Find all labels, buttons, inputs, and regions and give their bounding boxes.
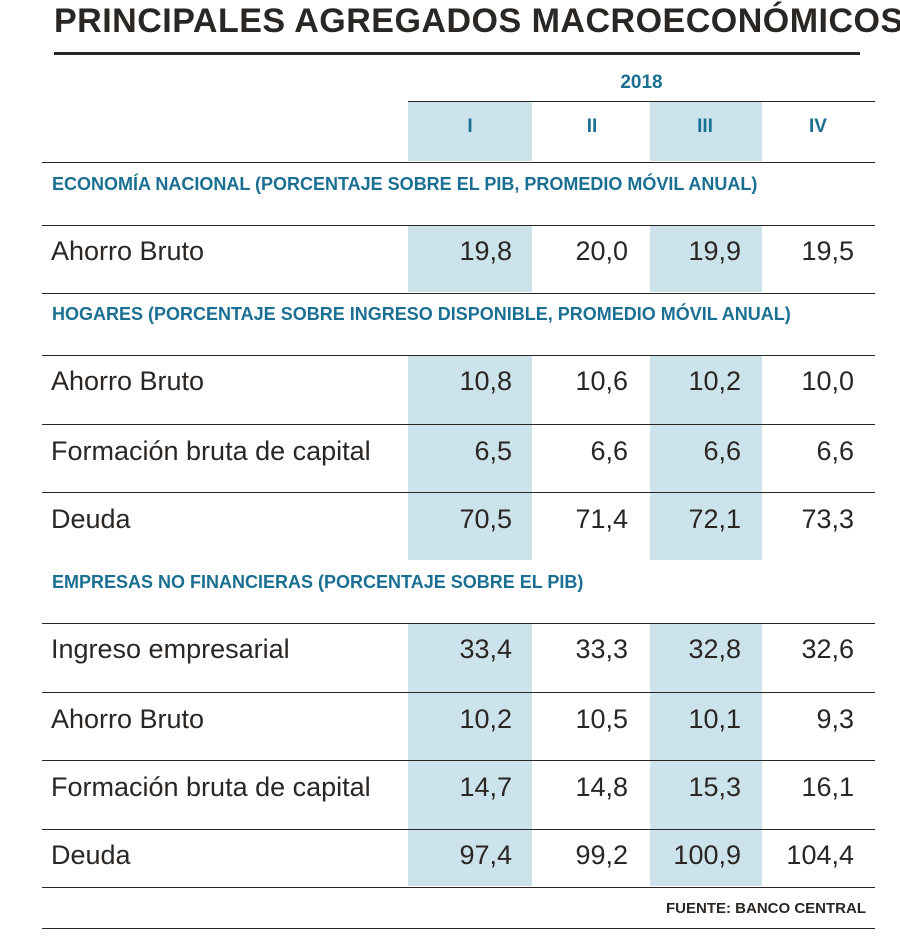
value-cell: 99,2	[575, 840, 628, 870]
divider	[42, 293, 875, 294]
column-highlight	[650, 356, 762, 560]
quarter-header: II	[586, 116, 598, 137]
column-highlight	[408, 356, 532, 560]
value-cell: 19,9	[688, 236, 741, 266]
value-cell: 19,8	[459, 236, 512, 266]
divider	[42, 760, 875, 761]
value-cell: 97,4	[459, 840, 512, 870]
divider	[42, 887, 875, 888]
section-heading: EMPRESAS NO FINANCIERAS (PORCENTAJE SOBR…	[52, 572, 584, 592]
value-cell: 33,3	[575, 634, 628, 664]
divider	[42, 829, 875, 830]
value-cell: 100,9	[673, 840, 741, 870]
value-cell: 104,4	[786, 840, 854, 870]
divider	[42, 424, 875, 425]
value-cell: 32,6	[801, 634, 854, 664]
row-label: Ahorro Bruto	[51, 704, 205, 734]
row-label: Formación bruta de capital	[51, 772, 371, 802]
year-header: 2018	[620, 72, 663, 93]
divider	[42, 225, 875, 226]
page-title: PRINCIPALES AGREGADOS MACROECONÓMICOS	[54, 2, 900, 40]
value-cell: 10,8	[459, 366, 512, 396]
section-heading: ECONOMÍA NACIONAL (PORCENTAJE SOBRE EL P…	[52, 174, 758, 194]
value-cell: 10,6	[575, 366, 628, 396]
row-label: Ahorro Bruto	[51, 366, 205, 396]
value-cell: 33,4	[459, 634, 512, 664]
value-cell: 16,1	[801, 772, 854, 802]
value-cell: 70,5	[459, 504, 512, 534]
divider	[408, 101, 875, 102]
value-cell: 15,3	[688, 772, 741, 802]
value-cell: 10,2	[688, 366, 741, 396]
value-cell: 73,3	[801, 504, 854, 534]
value-cell: 72,1	[688, 504, 741, 534]
value-cell: 71,4	[575, 504, 628, 534]
divider	[42, 692, 875, 693]
column-highlight	[650, 624, 762, 886]
column-highlight	[408, 102, 532, 161]
column-highlight	[408, 624, 532, 886]
value-cell: 9,3	[816, 704, 854, 734]
value-cell: 10,5	[575, 704, 628, 734]
quarter-header: IV	[809, 116, 827, 137]
value-cell: 10,1	[688, 704, 741, 734]
value-cell: 6,6	[816, 436, 854, 466]
column-highlight	[650, 226, 762, 292]
value-cell: 6,6	[590, 436, 628, 466]
value-cell: 32,8	[688, 634, 741, 664]
row-label: Deuda	[51, 504, 131, 534]
value-cell: 10,2	[459, 704, 512, 734]
divider	[42, 355, 875, 356]
value-cell: 6,5	[474, 436, 512, 466]
column-highlight	[650, 102, 762, 161]
divider	[42, 492, 875, 493]
value-cell: 14,8	[575, 772, 628, 802]
row-label: Deuda	[51, 840, 131, 870]
row-label: Ingreso empresarial	[51, 634, 290, 664]
value-cell: 19,5	[801, 236, 854, 266]
value-cell: 14,7	[459, 772, 512, 802]
quarter-header: I	[467, 116, 473, 137]
divider	[42, 162, 875, 163]
quarter-header: III	[697, 116, 713, 137]
value-cell: 10,0	[801, 366, 854, 396]
source-note: FUENTE: BANCO CENTRAL	[666, 900, 866, 917]
value-cell: 20,0	[575, 236, 628, 266]
row-label: Ahorro Bruto	[51, 236, 205, 266]
row-label: Formación bruta de capital	[51, 436, 371, 466]
section-heading: HOGARES (PORCENTAJE SOBRE INGRESO DISPON…	[52, 304, 791, 324]
divider	[42, 623, 875, 624]
value-cell: 6,6	[703, 436, 741, 466]
title-underline	[54, 52, 860, 55]
divider	[42, 928, 875, 929]
column-highlight	[408, 226, 532, 292]
